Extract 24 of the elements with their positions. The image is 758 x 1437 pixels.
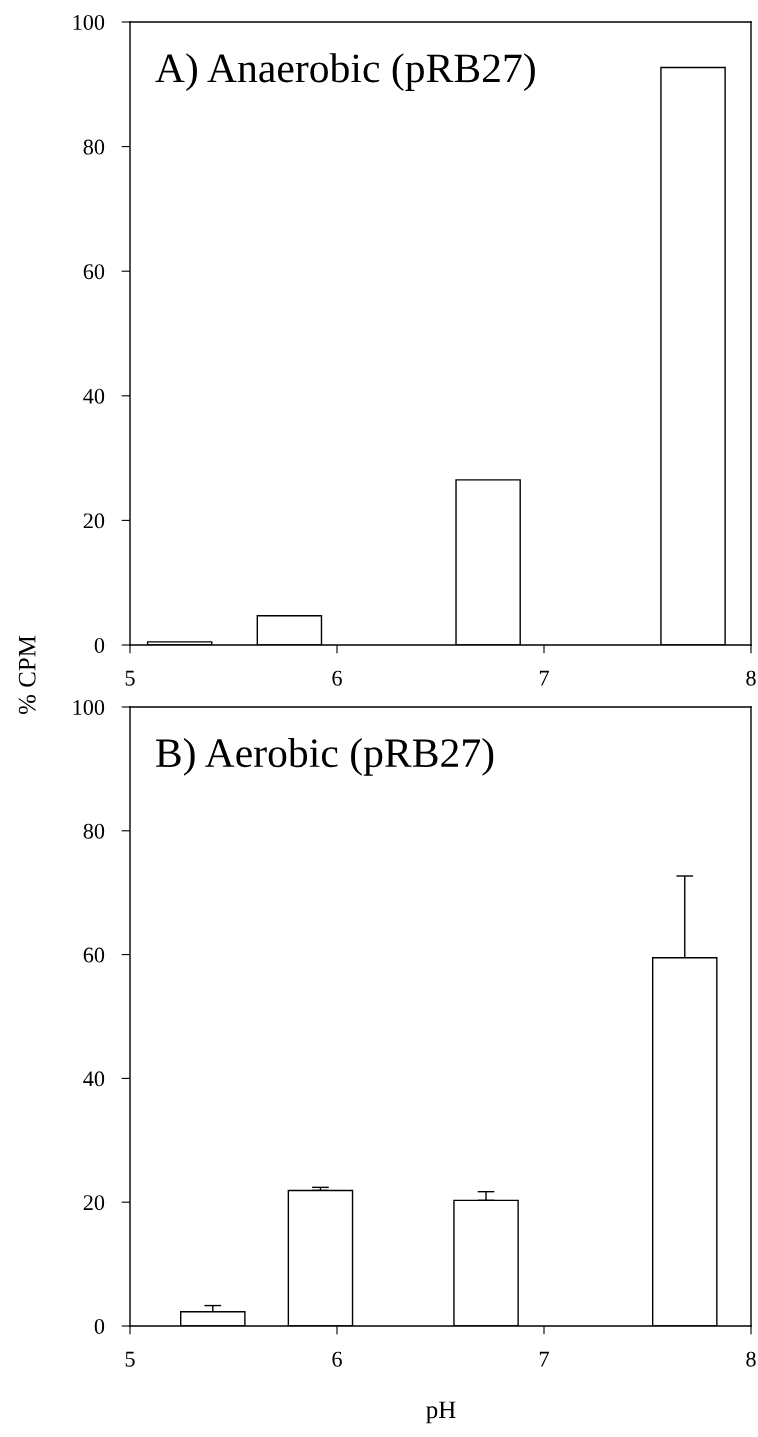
- y-tick-label: 100: [73, 699, 105, 715]
- y-tick-label: 40: [83, 388, 105, 404]
- text: B) Aerobic (pRB27): [156, 737, 494, 776]
- x-tick-label: 7: [539, 670, 549, 686]
- y-tick-label: 40: [83, 1071, 105, 1087]
- x-tick-label: 5: [125, 670, 135, 686]
- y-tick-label: 80: [83, 139, 105, 155]
- y-tick-label: 0: [94, 1318, 105, 1334]
- y-tick-label: 20: [83, 513, 105, 529]
- y-tick-label: 20: [83, 1195, 105, 1211]
- x-tick-label: 7: [539, 1351, 549, 1367]
- y-tick-label: 0: [94, 637, 105, 653]
- y-axis-title: % CPM: [18, 635, 36, 715]
- x-tick-label: 5: [125, 1351, 135, 1367]
- x-tick-label: 6: [332, 1351, 342, 1367]
- x-tick-label: 8: [746, 670, 756, 686]
- x-axis-title: pH: [426, 1401, 456, 1424]
- text: A) Anaerobic (pRB27): [155, 53, 535, 91]
- y-tick-label: 60: [83, 264, 105, 280]
- y-tick-label: 80: [83, 823, 105, 839]
- x-tick-label: 6: [332, 670, 342, 686]
- y-tick-label: 60: [83, 947, 105, 963]
- y-tick-label: 100: [73, 14, 105, 30]
- x-tick-label: 8: [746, 1351, 756, 1367]
